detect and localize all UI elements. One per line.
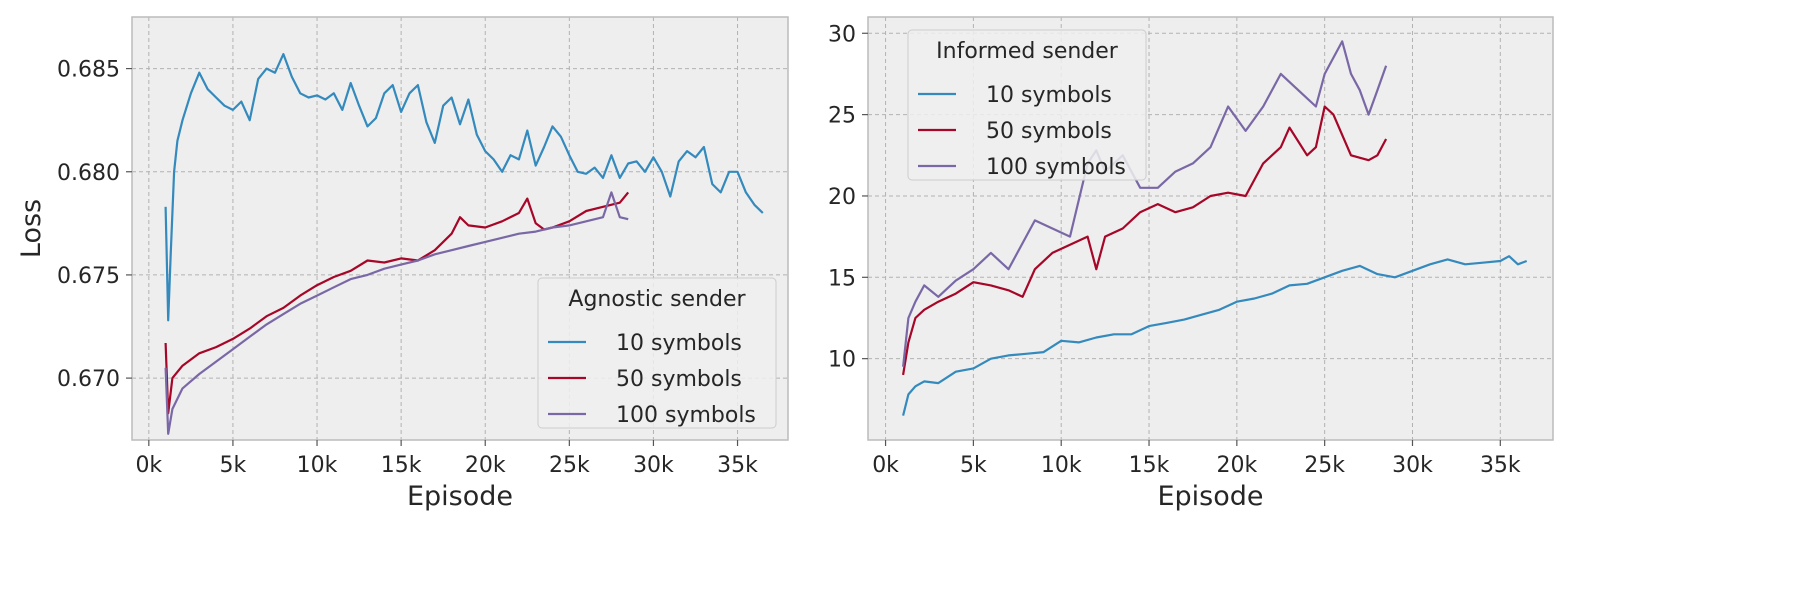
informed-sender-panel: 0k 5k 10k 15k 20k 25k 30k 35k 10 15 20 25 30 Episode I… xyxy=(828,16,1554,512)
x-axis-label: Episode xyxy=(1157,481,1263,512)
series-line-10-symbols xyxy=(902,255,1528,416)
x-tick-label: 15k xyxy=(381,453,422,478)
legend-label-100-symbols: 100 symbols xyxy=(986,155,1126,180)
legend: Informed sender 10 symbols 50 symbols 100 s… xyxy=(907,29,1147,181)
x-tick-label: 20k xyxy=(1216,453,1257,478)
series-line-50-symbols xyxy=(902,105,1388,376)
x-tick-label: 5k xyxy=(220,453,247,478)
legend-title: Agnostic sender xyxy=(568,287,746,312)
legend-label-50-symbols: 50 symbols xyxy=(616,367,742,392)
x-tick-label: 5k xyxy=(960,453,987,478)
legend-label-50-symbols: 50 symbols xyxy=(986,119,1112,144)
agnostic-sender-panel: 0k 5k 10k 15k 20k 25k 30k 35k 0.670 0.675 0.680 0.6… xyxy=(16,16,789,512)
y-tick-label: 0.685 xyxy=(57,58,120,83)
y-tick-label: 30 xyxy=(828,22,856,47)
legend-box xyxy=(537,277,777,429)
x-tick-label: 10k xyxy=(297,453,338,478)
x-tick-label: 25k xyxy=(1304,453,1345,478)
plot-frame xyxy=(131,16,789,441)
x-tick-label: 30k xyxy=(633,453,674,478)
x-tick-label: 35k xyxy=(717,453,758,478)
x-tick-label: 30k xyxy=(1392,453,1433,478)
legend-label-10-symbols: 10 symbols xyxy=(986,83,1112,108)
x-tick-label: 0k xyxy=(872,453,899,478)
legend-label-100-symbols: 100 symbols xyxy=(616,403,756,428)
x-tick-label: 35k xyxy=(1480,453,1521,478)
series-line-10-symbols xyxy=(164,52,764,322)
y-tick-label: 20 xyxy=(828,185,856,210)
y-tick-label: 10 xyxy=(828,348,856,373)
legend: Agnostic sender 10 symbols 50 symbols 100 s… xyxy=(537,277,777,429)
series-line-100-symbols xyxy=(164,191,629,435)
x-tick-label: 25k xyxy=(549,453,590,478)
y-tick-label: 0.670 xyxy=(57,367,120,392)
legend-box xyxy=(907,29,1147,181)
x-tick-label: 15k xyxy=(1129,453,1170,478)
x-tick-label: 0k xyxy=(135,453,162,478)
legend-title: Informed sender xyxy=(936,39,1119,64)
x-axis-label: Episode xyxy=(407,481,513,512)
y-tick-label: 0.680 xyxy=(57,161,120,186)
y-axis-label: Loss xyxy=(16,199,47,258)
y-tick-label: 15 xyxy=(828,266,856,291)
x-tick-label: 10k xyxy=(1041,453,1082,478)
plot-frame xyxy=(867,16,1554,441)
legend-label-10-symbols: 10 symbols xyxy=(616,331,742,356)
x-tick-label: 20k xyxy=(465,453,506,478)
series-line-100-symbols xyxy=(902,40,1388,367)
y-tick-label: 0.675 xyxy=(57,264,120,289)
y-tick-label: 25 xyxy=(828,104,856,129)
